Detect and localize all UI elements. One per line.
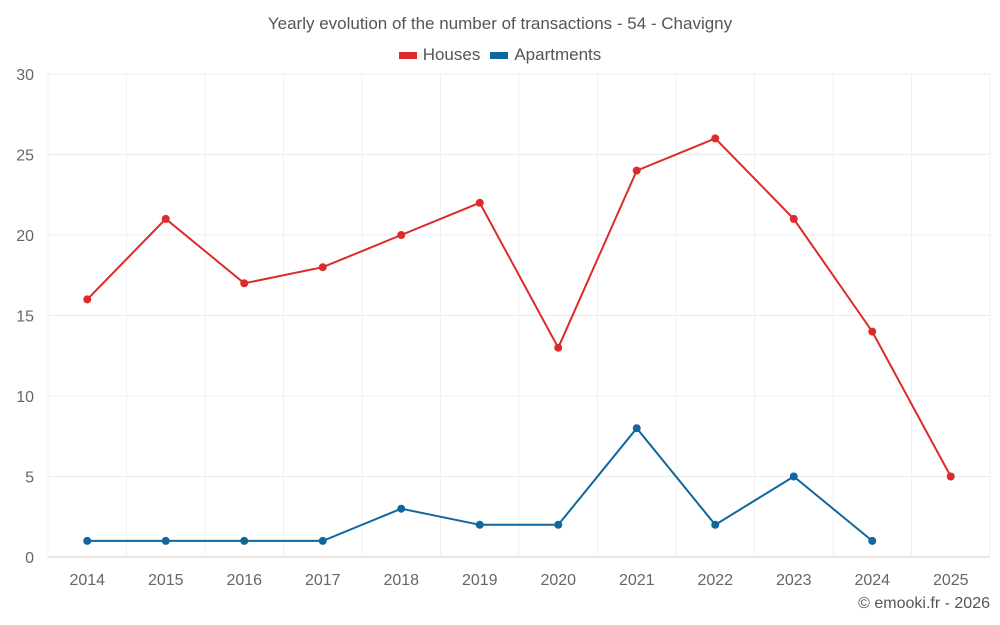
data-point-houses [240,279,249,288]
data-point-apartments [868,536,877,545]
data-point-houses [397,231,406,239]
data-point-apartments [397,504,406,513]
data-point-apartments [240,536,249,545]
x-tick-label: 2022 [697,572,733,589]
data-point-houses [632,166,641,175]
x-tick-label: 2023 [776,572,812,589]
data-point-houses [711,134,720,143]
chart-title: Yearly evolution of the number of transa… [267,14,733,33]
x-tick-label: 2020 [540,572,576,589]
credit-text: © emooki.fr - 2026 [858,595,990,612]
legend-label-houses: Houses [422,45,481,64]
legend-item-houses[interactable]: Houses [398,45,481,65]
data-point-apartments [83,536,92,545]
series-line-houses [86,137,952,477]
legend: Houses Apartments [0,45,1000,65]
data-point-apartments [632,424,641,433]
x-tick-label: 2024 [854,572,890,589]
y-tick-label: 15 [16,309,34,326]
legend-item-apartments[interactable]: Apartments [490,45,601,65]
x-tick-label: 2021 [619,572,655,589]
data-point-houses [318,263,327,272]
data-point-houses [868,327,877,336]
y-tick-label: 30 [16,67,34,84]
x-tick-label: 2014 [69,572,105,589]
data-point-houses [946,472,955,481]
y-tick-label: 5 [25,470,34,487]
data-point-apartments [318,536,327,545]
y-tick-label: 20 [16,228,34,245]
x-tick-label: 2019 [462,572,498,589]
x-tick-label: 2015 [148,572,184,589]
data-point-apartments [554,520,563,529]
x-tick-label: 2018 [383,572,419,589]
legend-swatch-houses [398,51,417,59]
data-point-houses [789,214,798,223]
data-point-apartments [789,472,798,481]
data-point-houses [554,343,563,352]
data-point-houses [83,295,92,304]
data-point-apartments [711,520,720,529]
y-tick-label: 0 [25,550,34,567]
y-tick-label: 10 [16,389,34,406]
legend-swatch-apartments [490,51,509,59]
data-point-apartments [475,520,484,529]
data-point-apartments [161,536,170,545]
y-tick-label: 25 [16,148,34,165]
x-tick-label: 2025 [933,572,969,589]
x-tick-label: 2016 [226,572,262,589]
legend-label-apartments: Apartments [514,45,602,64]
data-point-houses [475,198,484,207]
x-tick-label: 2017 [305,572,341,589]
data-point-houses [161,214,170,223]
